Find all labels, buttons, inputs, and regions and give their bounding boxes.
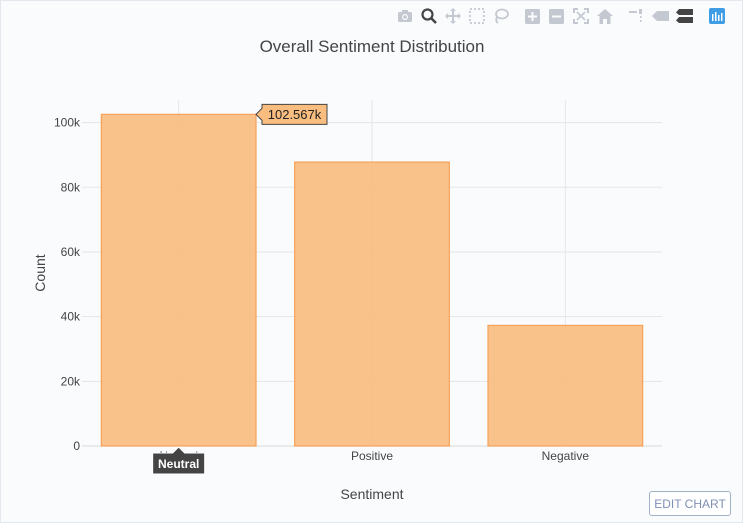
x-axis-ticks: NeutralPositiveNegative [159, 449, 589, 463]
lasso-icon[interactable] [492, 8, 509, 25]
hover-category-label: Neutral [152, 446, 206, 475]
camera-icon[interactable] [396, 8, 413, 25]
bar-negative[interactable] [487, 324, 644, 447]
bars [100, 113, 644, 447]
hover-compare-icon[interactable] [676, 8, 693, 25]
zoom-out-icon[interactable] [548, 8, 565, 25]
x-tick-label: Negative [542, 449, 590, 463]
svg-text:Neutral: Neutral [158, 457, 199, 471]
y-tick-label: 60k [61, 245, 81, 259]
y-tick-label: 80k [61, 180, 81, 194]
chart-title: Overall Sentiment Distribution [260, 37, 485, 56]
bar-neutral[interactable] [100, 113, 257, 447]
y-axis-ticks: 0 20k 40k 60k 80k 100k [54, 116, 81, 453]
plotly-logo-icon[interactable] [708, 8, 725, 25]
y-tick-label: 100k [54, 116, 81, 130]
autoscale-icon[interactable] [572, 8, 589, 25]
hover-value-label: 102.567k [255, 103, 328, 125]
x-axis-title: Sentiment [340, 486, 403, 502]
zoom-icon[interactable] [420, 8, 437, 25]
x-tick-label: Positive [351, 449, 393, 463]
zoom-in-icon[interactable] [524, 8, 541, 25]
bar-positive[interactable] [294, 161, 450, 447]
home-icon[interactable] [596, 8, 613, 25]
spike-lines-icon[interactable] [628, 8, 645, 25]
hover-labels: 102.567k Neutral [152, 103, 328, 475]
box-select-icon[interactable] [468, 8, 485, 25]
edit-chart-button[interactable]: EDIT CHART [649, 491, 731, 516]
pan-icon[interactable] [444, 8, 461, 25]
svg-text:102.567k: 102.567k [268, 107, 322, 122]
y-tick-label: 20k [61, 374, 81, 388]
hover-closest-icon[interactable] [652, 8, 669, 25]
modebar [396, 7, 732, 25]
y-axis-title: Count [32, 254, 48, 291]
y-tick-label: 0 [73, 439, 80, 453]
y-tick-label: 40k [61, 310, 81, 324]
